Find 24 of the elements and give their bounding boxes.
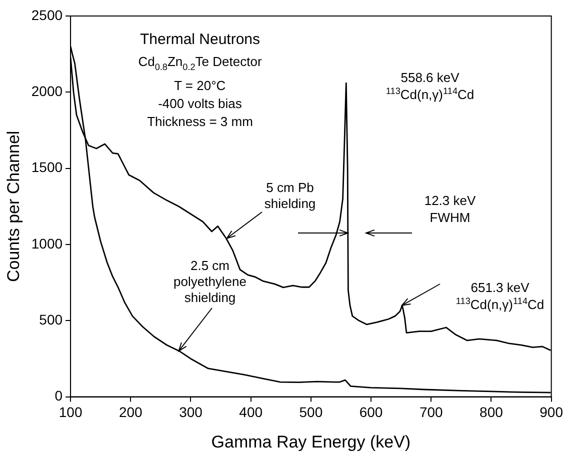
y-tick-label: 2000 xyxy=(31,83,63,100)
y-tick-label: 500 xyxy=(39,312,63,328)
x-axis-title: Gamma Ray Energy (keV) xyxy=(211,432,411,452)
x-tick-label: 700 xyxy=(419,404,444,420)
annotation: 5 cm Pb shielding xyxy=(264,180,316,211)
x-tick-label: 500 xyxy=(299,404,323,420)
y-axis-title: Counts per Channel xyxy=(4,130,23,282)
y-tick-label: 0 xyxy=(54,388,63,404)
x-tick-label: 400 xyxy=(239,404,263,420)
x-tick-label: 600 xyxy=(359,404,383,420)
annotation: T = 20°C xyxy=(174,78,226,93)
x-tick-label: 800 xyxy=(480,404,504,420)
y-tick-label: 2500 xyxy=(31,6,63,23)
annotation: 12.3 keV FWHM xyxy=(424,193,476,225)
annotation: Thickness = 3 mm xyxy=(147,114,253,129)
x-tick-label: 100 xyxy=(58,404,82,420)
annotation: 2.5 cm polyethylene shielding xyxy=(174,258,246,305)
annotation: -400 volts bias xyxy=(158,96,242,111)
y-tick-label: 1500 xyxy=(31,159,63,176)
annotation: Thermal Neutrons xyxy=(140,31,260,48)
x-tick-label: 200 xyxy=(118,404,143,420)
y-tick-label: 1000 xyxy=(31,235,63,252)
x-tick-label: 300 xyxy=(179,404,203,420)
x-tick-label: 900 xyxy=(540,404,564,420)
